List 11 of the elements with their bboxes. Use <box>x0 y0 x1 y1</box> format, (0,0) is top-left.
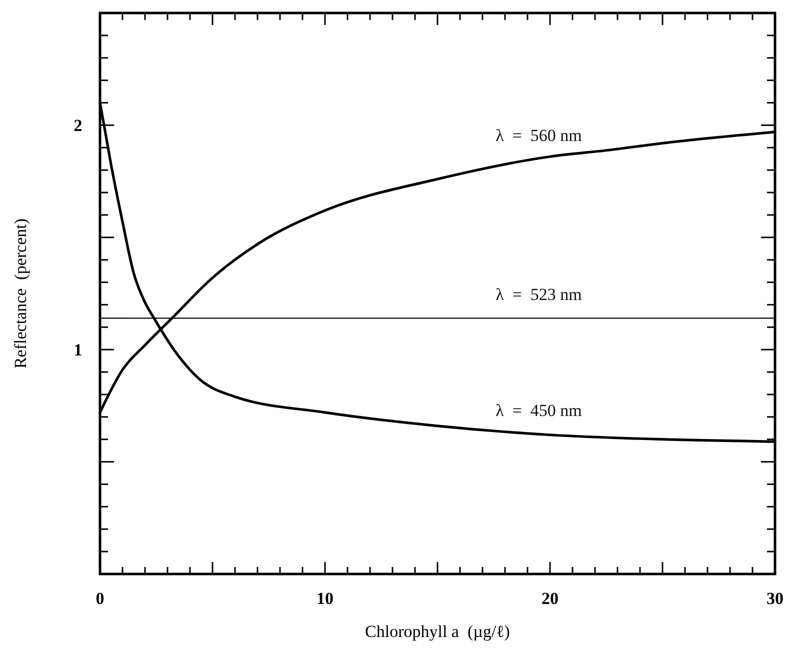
y-tick-label: 1 <box>74 340 82 360</box>
series-label: λ = 523 nm <box>496 285 582 304</box>
series-label: λ = 450 nm <box>496 400 582 420</box>
y-tick-label: 2 <box>74 116 82 136</box>
x-tick-label: 0 <box>96 589 104 608</box>
series-label: λ = 560 nm <box>496 126 582 145</box>
x-axis-title: Chlorophyll a (µg/ℓ) <box>365 622 510 641</box>
x-tick-label: 10 <box>316 589 334 608</box>
y-axis-title: Reflectance (percent) <box>11 218 30 369</box>
x-tick-label: 30 <box>766 589 784 608</box>
x-tick-label: 20 <box>542 589 558 608</box>
